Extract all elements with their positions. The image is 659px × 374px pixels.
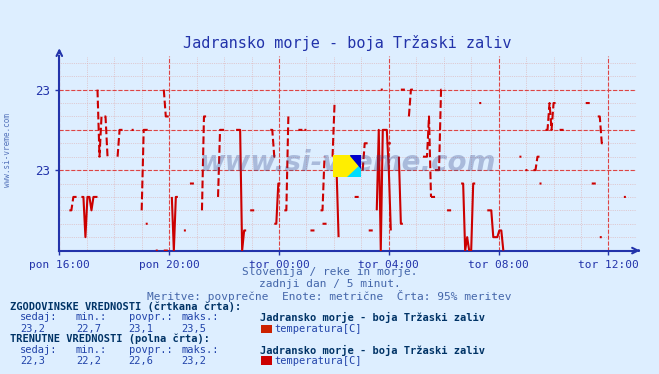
Text: www.si-vreme.com: www.si-vreme.com <box>200 149 496 177</box>
Polygon shape <box>350 155 361 168</box>
Polygon shape <box>347 164 361 177</box>
Text: TRENUTNE VREDNOSTI (polna črta):: TRENUTNE VREDNOSTI (polna črta): <box>10 334 210 344</box>
Text: 23,5: 23,5 <box>181 324 206 334</box>
Text: 23,2: 23,2 <box>20 324 45 334</box>
Text: ZGODOVINSKE VREDNOSTI (črtkana črta):: ZGODOVINSKE VREDNOSTI (črtkana črta): <box>10 301 241 312</box>
Text: 23,2: 23,2 <box>181 356 206 367</box>
Text: temperatura[C]: temperatura[C] <box>275 324 362 334</box>
Text: www.si-vreme.com: www.si-vreme.com <box>3 113 13 187</box>
Text: min.:: min.: <box>76 345 107 355</box>
Text: zadnji dan / 5 minut.: zadnji dan / 5 minut. <box>258 279 401 289</box>
Text: 23,1: 23,1 <box>129 324 154 334</box>
Text: sedaj:: sedaj: <box>20 312 57 322</box>
Text: 22,6: 22,6 <box>129 356 154 367</box>
Text: Slovenija / reke in morje.: Slovenija / reke in morje. <box>242 267 417 278</box>
Text: povpr.:: povpr.: <box>129 345 172 355</box>
Text: temperatura[C]: temperatura[C] <box>275 356 362 367</box>
Title: Jadransko morje - boja Tržaski zaliv: Jadransko morje - boja Tržaski zaliv <box>183 35 512 51</box>
Text: maks.:: maks.: <box>181 345 219 355</box>
Text: 22,2: 22,2 <box>76 356 101 367</box>
Text: 22,7: 22,7 <box>76 324 101 334</box>
Text: sedaj:: sedaj: <box>20 345 57 355</box>
Text: Jadransko morje - boja Tržaski zaliv: Jadransko morje - boja Tržaski zaliv <box>260 312 485 323</box>
Text: maks.:: maks.: <box>181 312 219 322</box>
Text: 22,3: 22,3 <box>20 356 45 367</box>
Text: Meritve: povprečne  Enote: metrične  Črta: 95% meritev: Meritve: povprečne Enote: metrične Črta:… <box>147 290 512 302</box>
Text: min.:: min.: <box>76 312 107 322</box>
Text: Jadransko morje - boja Tržaski zaliv: Jadransko morje - boja Tržaski zaliv <box>260 345 485 356</box>
Text: povpr.:: povpr.: <box>129 312 172 322</box>
